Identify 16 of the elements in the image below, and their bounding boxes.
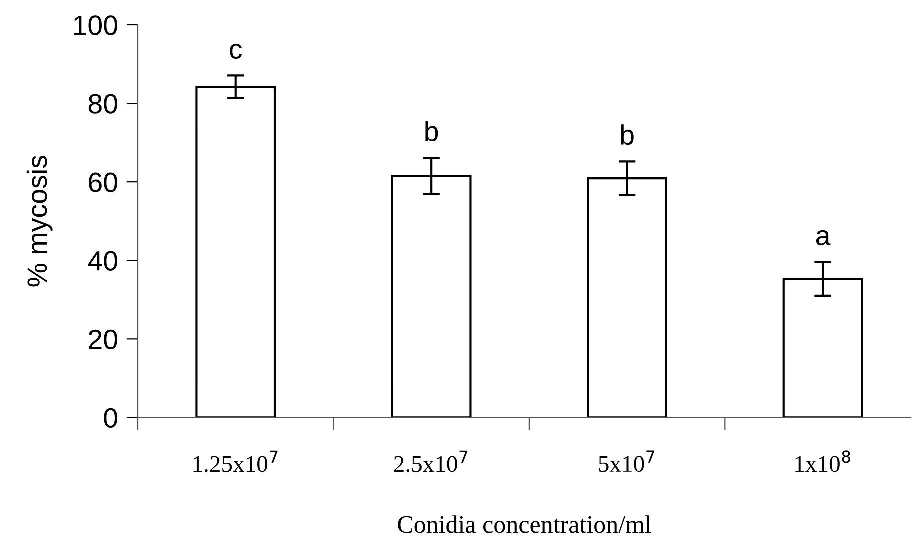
y-tick-label: 0 — [104, 408, 118, 428]
y-tick-label: 20 — [89, 330, 118, 350]
y-axis-title: % mycosis — [26, 156, 53, 287]
annotation: b — [621, 124, 634, 146]
annotation: c — [230, 44, 242, 60]
x-axis-title: Conidia concentration/ml — [398, 516, 652, 534]
annotation: a — [816, 230, 831, 246]
annotation: b — [426, 121, 438, 142]
y-tick-label: 80 — [88, 94, 118, 114]
x-tick-label: 1.25x10$^{7}$ — [194, 450, 278, 472]
x-tick-label: 2.5x10$^{7}$ — [394, 450, 468, 472]
x-tick-label: 1x10$^{8}$ — [796, 450, 850, 472]
y-tick-label: 40 — [88, 251, 118, 271]
y-tick-label: 60 — [89, 172, 118, 192]
x-tick-label: 5x10$^{7}$ — [599, 450, 654, 472]
y-tick-label: 100 — [74, 16, 118, 36]
